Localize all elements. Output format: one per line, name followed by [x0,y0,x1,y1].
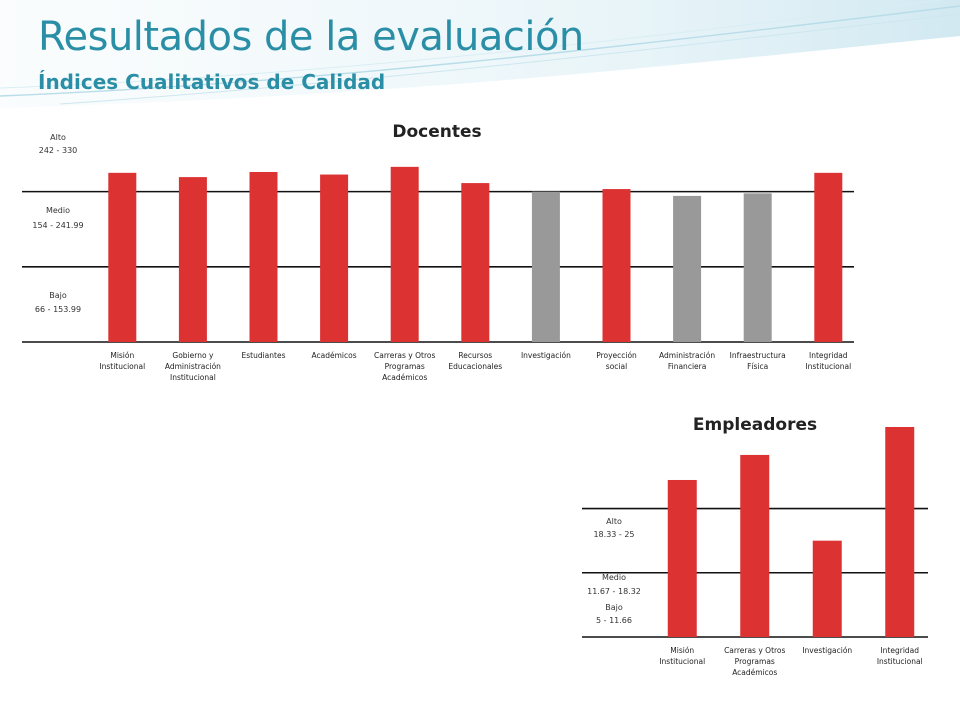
category-label: Proyección [596,351,637,360]
category-label: Investigación [802,646,852,655]
category-label: Institucional [99,362,145,371]
category-label: Programas [735,657,775,666]
category-label: Académicos [312,351,357,360]
category-label: Recursos [458,351,492,360]
category-label: Académicos [382,373,427,382]
bar [667,479,697,637]
band-label-name: Alto [606,517,622,526]
bar [249,171,278,342]
slide-subtitle: Índices Cualitativos de Calidad [38,70,386,94]
category-label: Integridad [880,646,919,655]
band-label-range: 5 - 11.66 [596,616,632,625]
category-label: Carreras y Otros [724,646,785,655]
category-label: Física [747,362,768,371]
category-label: Estudiantes [242,351,286,360]
band-label-range: 11.67 - 18.32 [587,587,641,596]
bar [673,195,702,342]
category-label: Administración [165,362,221,371]
category-label: Gobierno y [172,351,214,360]
band-label-range: 242 - 330 [39,146,78,155]
category-label: Programas [385,362,425,371]
chart-title: Empleadores [693,415,817,435]
category-label: Institucional [659,657,705,666]
bar [178,177,207,342]
bar [740,454,770,637]
bar [390,166,419,342]
bar [812,540,842,637]
band-label-range: 66 - 153.99 [35,305,81,314]
category-label: Institucional [170,373,216,382]
category-label: Integridad [809,351,848,360]
band-label-name: Bajo [605,603,623,612]
category-label: Infraestructura [730,351,786,360]
category-label: Financiera [668,362,706,371]
bar [461,183,490,342]
category-label: Investigación [521,351,571,360]
bar [814,172,843,342]
band-label-range: 154 - 241.99 [32,221,83,230]
slide-title: Resultados de la evaluación [38,14,584,60]
category-label: Educacionales [448,362,502,371]
band-label-name: Bajo [49,291,67,300]
band-label-name: Medio [46,206,70,215]
bar [108,172,137,342]
bar [531,191,560,342]
bar [743,193,772,342]
category-label: Misión [110,351,134,360]
band-label-name: Medio [602,573,626,582]
bar [602,189,631,342]
bar [885,427,915,637]
chart-title: Docentes [392,122,481,142]
category-label: social [606,362,627,371]
band-label-range: 18.33 - 25 [593,530,634,539]
category-label: Carreras y Otros [374,351,435,360]
category-label: Institucional [805,362,851,371]
category-label: Administración [659,351,715,360]
category-label: Misión [670,646,694,655]
category-label: Institucional [877,657,923,666]
bar [320,174,349,342]
band-label-name: Alto [50,133,66,142]
category-label: Académicos [732,668,777,677]
